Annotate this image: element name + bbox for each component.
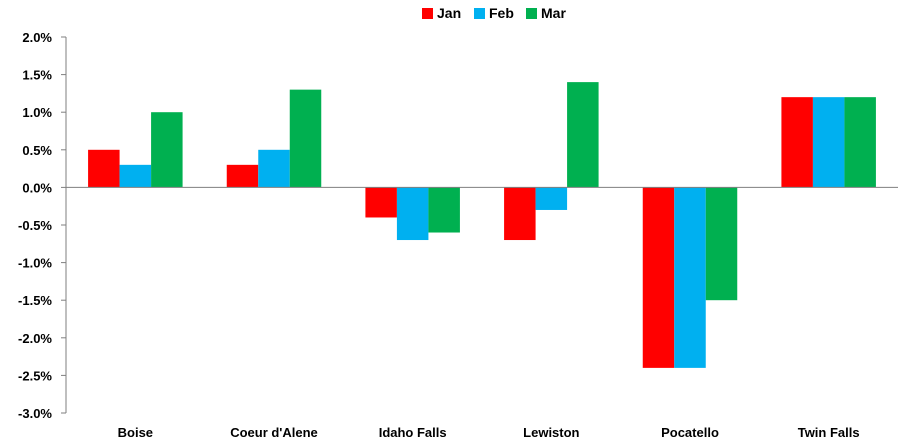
bar-mar-twin-falls (844, 97, 876, 188)
legend-label-jan: Jan (437, 5, 461, 21)
chart-legend: Jan Feb Mar (422, 5, 566, 21)
bar-jan-boise (88, 149, 120, 188)
bar-mar-boise (151, 112, 183, 188)
bar-jan-pocatello (642, 187, 675, 368)
bar-jan-idaho-falls (365, 187, 397, 218)
bar-mar-idaho-falls (428, 187, 460, 233)
x-category-label: Idaho Falls (379, 425, 447, 440)
bar-feb-lewiston (535, 187, 568, 210)
y-tick-label: 1.0% (22, 105, 52, 120)
legend-swatch-mar (526, 8, 537, 19)
y-tick-label: -3.0% (18, 406, 52, 421)
x-category-label: Twin Falls (798, 425, 860, 440)
x-axis: Boise Coeur d'Alene Idaho Falls Lewiston Poc… (66, 186, 898, 440)
bar-feb-twin-falls (812, 97, 845, 188)
bar-mar-pocatello (705, 187, 738, 301)
legend-label-feb: Feb (489, 5, 514, 21)
y-axis: 2.0% 1.5% 1.0% 0.5% 0.0% -0.5% -1.0% -1.5% -2.0%… (18, 30, 67, 421)
y-tick-label: 1.5% (22, 68, 52, 83)
x-category-label: Pocatello (661, 425, 719, 440)
x-category-label: Coeur d'Alene (230, 425, 318, 440)
bar-feb-idaho-falls (396, 187, 429, 241)
bar-jan-coeur-d-alene (226, 164, 259, 188)
y-tick-label: -1.0% (18, 256, 52, 271)
y-tick-label: -1.5% (18, 293, 52, 308)
y-tick-label: -0.5% (18, 218, 52, 233)
y-tick-label: 2.0% (22, 30, 52, 45)
y-tick-label: 0.5% (22, 143, 52, 158)
bar-feb-pocatello (674, 187, 706, 368)
y-tick-label: -2.5% (18, 368, 52, 383)
legend-label-mar: Mar (541, 5, 566, 21)
y-tick-label: -2.0% (18, 331, 52, 346)
bar-jan-twin-falls (781, 97, 813, 188)
bar-mar-coeur-d-alene (289, 89, 322, 188)
legend-swatch-jan (422, 8, 433, 19)
y-tick-label: 0.0% (22, 180, 52, 195)
x-category-label: Boise (118, 425, 153, 440)
legend-swatch-feb (474, 8, 485, 19)
bar-feb-boise (119, 164, 152, 188)
bar-mar-lewiston (567, 82, 599, 188)
x-category-label: Lewiston (523, 425, 579, 440)
bar-feb-coeur-d-alene (258, 149, 290, 188)
bar-jan-lewiston (504, 187, 536, 241)
bars-group (88, 82, 876, 368)
